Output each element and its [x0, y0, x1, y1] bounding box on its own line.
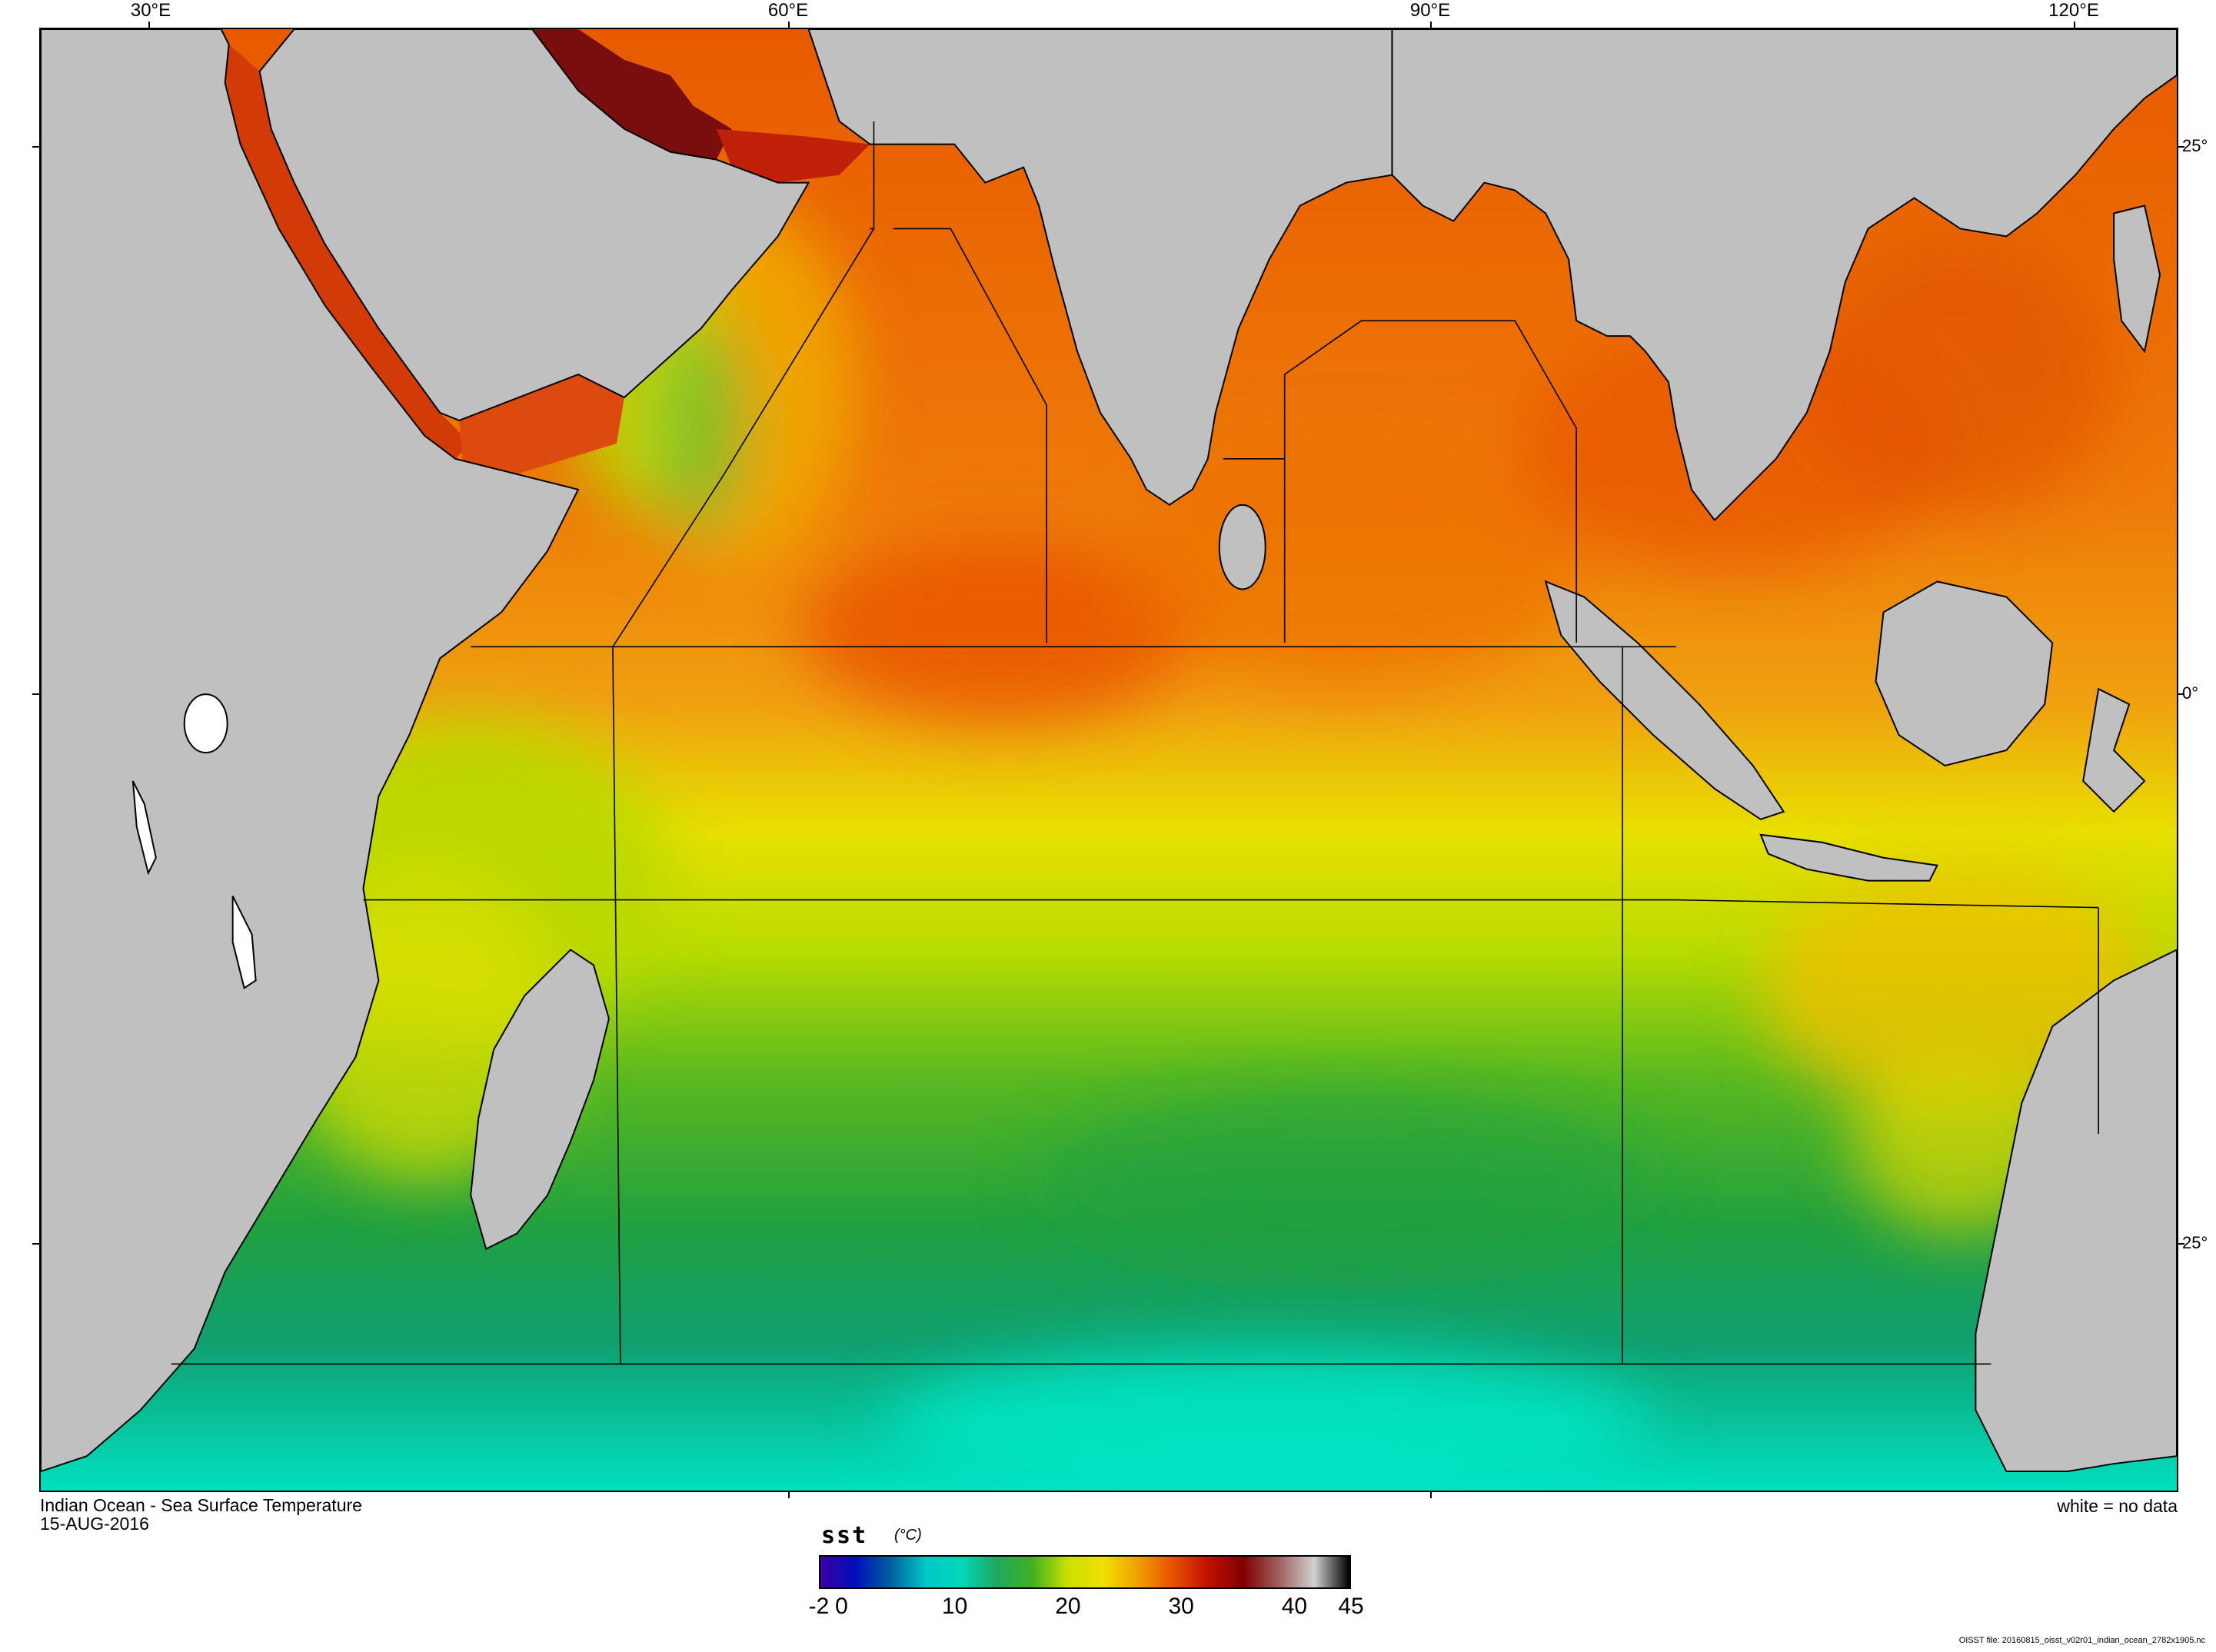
land-arabia — [258, 29, 810, 422]
land-india — [807, 29, 1393, 506]
tick-left-0 — [32, 693, 40, 695]
land-philippines — [2113, 204, 2161, 354]
no-data-patches — [131, 693, 257, 989]
sst-map — [39, 28, 2178, 1492]
lon-label-60e: 60°E — [767, 0, 809, 21]
land-java — [1759, 833, 1938, 882]
file-note: OISST file: 20160815_oisst_v02r01_indian… — [1958, 1636, 2205, 1645]
colorbar-tick-label: 0 — [835, 1594, 848, 1619]
lon-label-90e: 90°E — [1409, 0, 1451, 21]
lat-label-25s: 25° — [2182, 1233, 2208, 1252]
lon-label-30e: 30°E — [130, 0, 171, 21]
colorbar — [819, 1555, 1351, 1589]
lat-label-25n: 25° — [2182, 136, 2208, 155]
gulf-of-aden — [459, 374, 624, 474]
tick-right-0 — [2177, 693, 2184, 695]
colorbar-tick-label: 10 — [941, 1594, 968, 1619]
map-title: Indian Ocean - Sea Surface Temperature 1… — [40, 1496, 362, 1533]
land-madagascar — [470, 949, 610, 1251]
tick-bot-90e — [1430, 1491, 1432, 1498]
colorbar-tick-label: 30 — [1168, 1594, 1194, 1619]
tick-top-120e — [2074, 22, 2075, 29]
colorbar-tick-label: 40 — [1281, 1594, 1308, 1619]
tick-bot-60e — [788, 1491, 790, 1498]
tick-top-30e — [148, 22, 150, 29]
land-southeast-asia — [1391, 29, 2177, 522]
land-africa-arabia — [41, 29, 580, 1473]
map-title-date: 15-AUG-2016 — [40, 1514, 149, 1534]
red-sea — [225, 44, 471, 459]
no-data-note: white = no data — [2057, 1496, 2178, 1516]
land-borneo — [1875, 580, 2054, 767]
tick-left-25n — [32, 146, 40, 148]
lon-label-120e: 120°E — [2048, 0, 2099, 21]
tick-top-90e — [1430, 22, 1432, 29]
colorbar-tick-label: 20 — [1055, 1594, 1081, 1619]
tick-left-25s — [32, 1243, 40, 1245]
colorbar-tick-label: 45 — [1338, 1594, 1364, 1619]
land-sulawesi — [2082, 687, 2146, 813]
colorbar-unit: (°C) — [894, 1527, 922, 1544]
region-boundaries — [171, 121, 2099, 1365]
land-sumatra — [1544, 580, 1785, 820]
land-australia — [1975, 949, 2177, 1473]
colorbar-tick-label: -2 — [808, 1594, 830, 1619]
lat-label-equator: 0° — [2182, 683, 2199, 703]
land-sri-lanka — [1218, 504, 1266, 590]
map-title-line1: Indian Ocean - Sea Surface Temperature — [40, 1495, 362, 1515]
sst-map-image — [41, 29, 2177, 1491]
gulf-of-oman — [716, 128, 870, 183]
tick-right-25n — [2177, 146, 2184, 148]
persian-gulf — [532, 29, 732, 160]
tick-top-60e — [788, 22, 790, 29]
colorbar-variable: sst — [821, 1522, 868, 1549]
tick-right-25s — [2177, 1243, 2184, 1245]
